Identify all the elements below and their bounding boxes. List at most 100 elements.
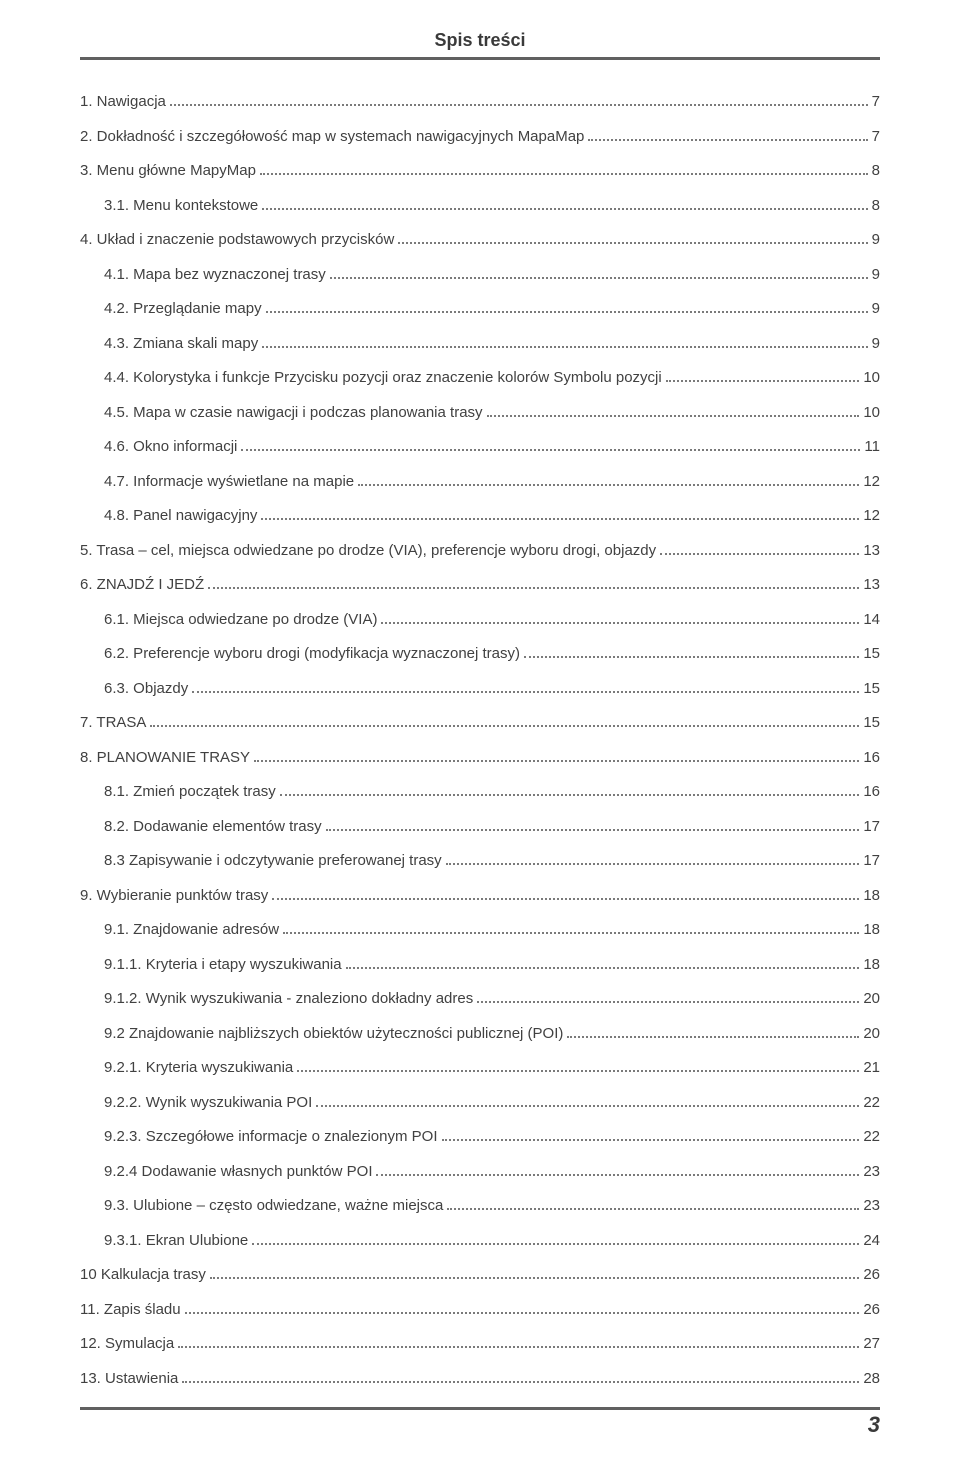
toc-entry: 8.3 Zapisywanie i odczytywanie preferowa… bbox=[80, 847, 880, 876]
toc-entry-page: 22 bbox=[863, 1123, 880, 1152]
toc-leader-dots bbox=[182, 1369, 859, 1383]
toc-leader-dots bbox=[376, 1162, 859, 1176]
toc-entry-page: 28 bbox=[863, 1365, 880, 1394]
toc-leader-dots bbox=[170, 93, 868, 107]
toc-entry-label: 5. Trasa – cel, miejsca odwiedzane po dr… bbox=[80, 537, 656, 566]
toc-entry-page: 8 bbox=[872, 192, 880, 221]
toc-entry: 1. Nawigacja7 bbox=[80, 88, 880, 117]
toc-entry: 4.3. Zmiana skali mapy 9 bbox=[80, 330, 880, 359]
toc-entry-page: 26 bbox=[863, 1296, 880, 1325]
toc-entry: 9.2.1. Kryteria wyszukiwania21 bbox=[80, 1054, 880, 1083]
toc-leader-dots bbox=[210, 1266, 859, 1280]
toc-entry: 6. ZNAJDŹ I JEDŹ 13 bbox=[80, 571, 880, 600]
toc-entry-page: 27 bbox=[863, 1330, 880, 1359]
table-of-contents: 1. Nawigacja7 2. Dokładność i szczegółowo… bbox=[80, 88, 880, 1393]
toc-leader-dots bbox=[398, 231, 867, 245]
toc-entry-page: 15 bbox=[863, 709, 880, 738]
toc-entry-page: 16 bbox=[863, 778, 880, 807]
toc-entry: 2. Dokładność i szczegółowość map w syst… bbox=[80, 123, 880, 152]
toc-entry-page: 22 bbox=[863, 1089, 880, 1118]
header-rule bbox=[80, 57, 880, 60]
toc-entry-page: 7 bbox=[872, 123, 880, 152]
toc-entry: 9.3. Ulubione – często odwiedzane, ważne… bbox=[80, 1192, 880, 1221]
toc-entry-label: 4.7. Informacje wyświetlane na mapie bbox=[104, 468, 354, 497]
toc-leader-dots bbox=[241, 438, 860, 452]
toc-leader-dots bbox=[262, 196, 867, 210]
toc-entry-label: 13. Ustawienia bbox=[80, 1365, 178, 1394]
toc-entry: 9.2.4 Dodawanie własnych punktów POI23 bbox=[80, 1158, 880, 1187]
toc-leader-dots bbox=[178, 1335, 859, 1349]
toc-entry-page: 17 bbox=[863, 813, 880, 842]
toc-entry-label: 8.3 Zapisywanie i odczytywanie preferowa… bbox=[104, 847, 442, 876]
toc-entry-page: 11 bbox=[864, 433, 880, 462]
toc-entry-label: 7. TRASA bbox=[80, 709, 146, 738]
toc-entry-label: 3. Menu główne MapyMap bbox=[80, 157, 256, 186]
page-title: Spis treści bbox=[80, 30, 880, 51]
toc-entry-page: 21 bbox=[863, 1054, 880, 1083]
toc-entry-page: 12 bbox=[863, 502, 880, 531]
toc-entry: 5. Trasa – cel, miejsca odwiedzane po dr… bbox=[80, 537, 880, 566]
toc-entry: 11. Zapis śladu26 bbox=[80, 1296, 880, 1325]
toc-entry-label: 3.1. Menu kontekstowe bbox=[104, 192, 258, 221]
toc-entry: 4.4. Kolorystyka i funkcje Przycisku poz… bbox=[80, 364, 880, 393]
toc-entry-page: 7 bbox=[872, 88, 880, 117]
toc-leader-dots bbox=[260, 162, 868, 176]
toc-leader-dots bbox=[266, 300, 868, 314]
toc-entry: 4.7. Informacje wyświetlane na mapie12 bbox=[80, 468, 880, 497]
toc-leader-dots bbox=[326, 817, 860, 831]
toc-entry-page: 24 bbox=[863, 1227, 880, 1256]
toc-entry: 9.2.2. Wynik wyszukiwania POI22 bbox=[80, 1089, 880, 1118]
toc-entry: 8. PLANOWANIE TRASY16 bbox=[80, 744, 880, 773]
toc-entry: 4.8. Panel nawigacyjny 12 bbox=[80, 502, 880, 531]
toc-leader-dots bbox=[442, 1128, 860, 1142]
toc-leader-dots bbox=[446, 852, 860, 866]
toc-entry-label: 4.5. Mapa w czasie nawigacji i podczas p… bbox=[104, 399, 483, 428]
toc-entry-label: 4.8. Panel nawigacyjny bbox=[104, 502, 257, 531]
toc-entry-label: 4. Układ i znaczenie podstawowych przyci… bbox=[80, 226, 394, 255]
toc-entry: 9.1. Znajdowanie adresów 18 bbox=[80, 916, 880, 945]
toc-entry-page: 16 bbox=[863, 744, 880, 773]
toc-entry-label: 9.2.3. Szczegółowe informacje o znalezio… bbox=[104, 1123, 438, 1152]
toc-entry-page: 15 bbox=[863, 675, 880, 704]
toc-leader-dots bbox=[280, 783, 860, 797]
toc-entry-page: 23 bbox=[863, 1158, 880, 1187]
toc-entry-label: 9.1. Znajdowanie adresów bbox=[104, 916, 279, 945]
toc-entry-label: 6.3. Objazdy bbox=[104, 675, 188, 704]
toc-entry: 9.2 Znajdowanie najbliższych obiektów uż… bbox=[80, 1020, 880, 1049]
toc-entry-label: 6.2. Preferencje wyboru drogi (modyfikac… bbox=[104, 640, 520, 669]
toc-entry-label: 8.2. Dodawanie elementów trasy bbox=[104, 813, 322, 842]
toc-entry-label: 9.1.2. Wynik wyszukiwania - znaleziono d… bbox=[104, 985, 473, 1014]
toc-leader-dots bbox=[660, 541, 859, 555]
toc-entry-page: 9 bbox=[872, 330, 880, 359]
toc-entry: 4.6. Okno informacji11 bbox=[80, 433, 880, 462]
toc-leader-dots bbox=[262, 334, 867, 348]
toc-entry-label: 4.4. Kolorystyka i funkcje Przycisku poz… bbox=[104, 364, 662, 393]
toc-entry-label: 6. ZNAJDŹ I JEDŹ bbox=[80, 571, 204, 600]
toc-leader-dots bbox=[272, 886, 859, 900]
toc-entry: 4.5. Mapa w czasie nawigacji i podczas p… bbox=[80, 399, 880, 428]
toc-entry-page: 18 bbox=[863, 951, 880, 980]
toc-entry-page: 8 bbox=[872, 157, 880, 186]
toc-leader-dots bbox=[254, 748, 859, 762]
toc-leader-dots bbox=[185, 1300, 860, 1314]
toc-entry: 9.3.1. Ekran Ulubione 24 bbox=[80, 1227, 880, 1256]
toc-entry-page: 9 bbox=[872, 295, 880, 324]
toc-entry-label: 9.3.1. Ekran Ulubione bbox=[104, 1227, 248, 1256]
toc-entry-page: 13 bbox=[863, 571, 880, 600]
toc-leader-dots bbox=[330, 265, 868, 279]
toc-entry-page: 20 bbox=[863, 1020, 880, 1049]
toc-entry-page: 26 bbox=[863, 1261, 880, 1290]
toc-leader-dots bbox=[297, 1059, 859, 1073]
toc-entry: 9.2.3. Szczegółowe informacje o znalezio… bbox=[80, 1123, 880, 1152]
toc-entry: 7. TRASA 15 bbox=[80, 709, 880, 738]
toc-entry: 9. Wybieranie punktów trasy18 bbox=[80, 882, 880, 911]
toc-entry: 6.1. Miejsca odwiedzane po drodze (VIA)1… bbox=[80, 606, 880, 635]
toc-entry-page: 18 bbox=[863, 916, 880, 945]
toc-entry-label: 9. Wybieranie punktów trasy bbox=[80, 882, 268, 911]
toc-leader-dots bbox=[192, 679, 859, 693]
toc-leader-dots bbox=[588, 127, 867, 141]
toc-entry-label: 4.3. Zmiana skali mapy bbox=[104, 330, 258, 359]
toc-entry-label: 4.1. Mapa bez wyznaczonej trasy bbox=[104, 261, 326, 290]
toc-entry-label: 9.2 Znajdowanie najbliższych obiektów uż… bbox=[104, 1020, 563, 1049]
toc-entry: 3.1. Menu kontekstowe 8 bbox=[80, 192, 880, 221]
